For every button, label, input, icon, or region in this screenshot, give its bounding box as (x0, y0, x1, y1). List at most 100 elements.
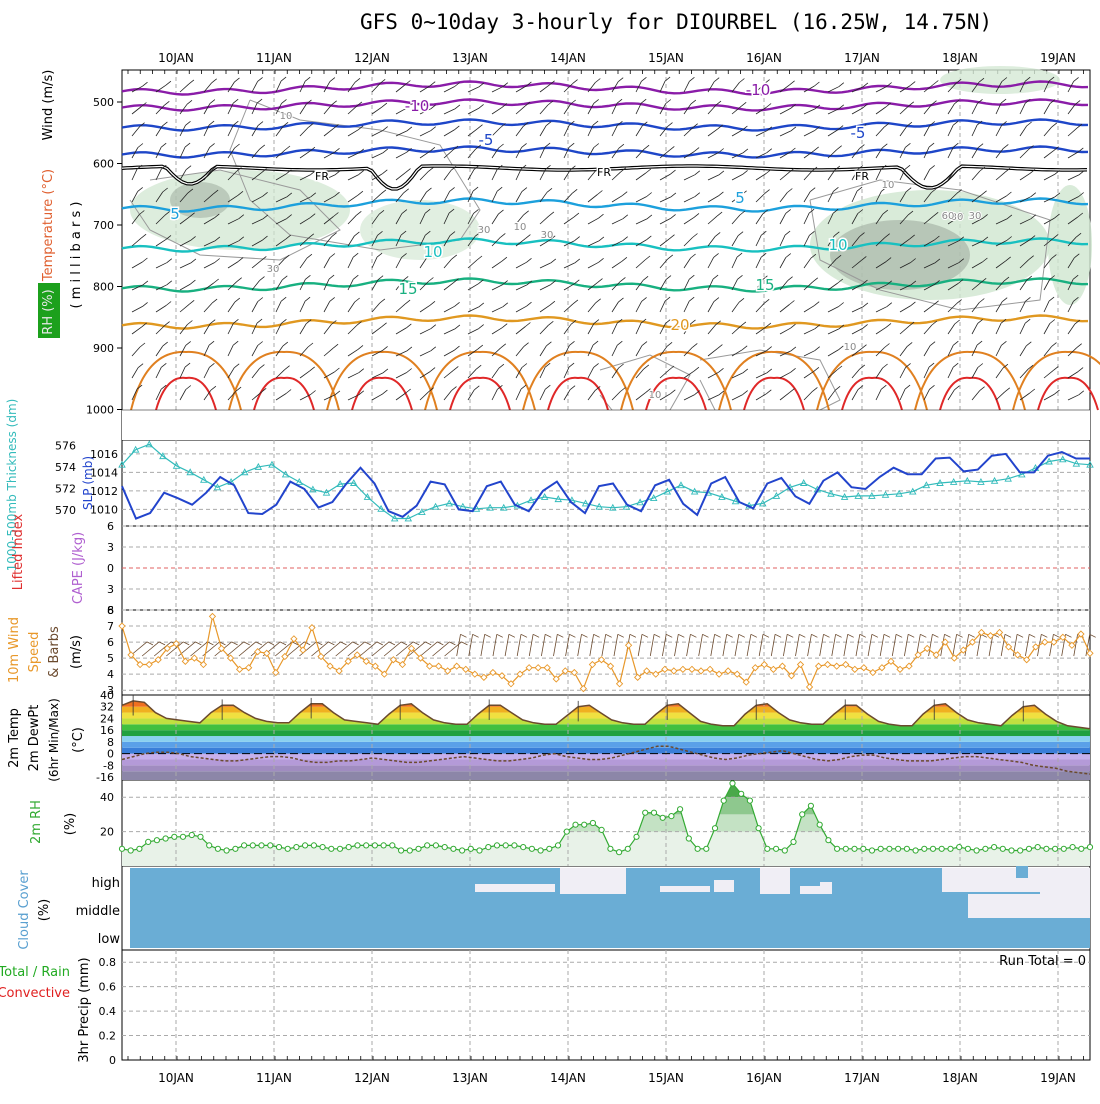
wind-barb (371, 83, 381, 93)
wind-barb (334, 191, 340, 197)
date-label-bottom: 13JAN (452, 1071, 488, 1085)
wind-barb (546, 341, 552, 347)
thickness-point (922, 481, 931, 489)
wind-barb (641, 341, 648, 346)
rh-point (956, 844, 963, 851)
wind-barb (1006, 214, 1013, 220)
wind-barb (934, 258, 941, 264)
wind-barb (803, 281, 814, 291)
thickness-point (295, 477, 303, 485)
wind-barb (371, 641, 390, 657)
wind-barb (443, 370, 454, 379)
temperature-contour-line (155, 376, 217, 411)
wind-barb (899, 346, 908, 357)
wind-barb (947, 345, 954, 357)
rh-area-fill (122, 783, 1090, 866)
wind-barb (492, 634, 498, 657)
wind-barb (419, 108, 431, 115)
wind-barb (259, 144, 266, 150)
wind-speed-point (208, 612, 217, 621)
wind-barb (227, 345, 234, 357)
wind-barb (879, 634, 885, 657)
temperature-contour-line (1012, 350, 1100, 411)
thickness-point (499, 503, 508, 511)
y-tick-label: 40 (100, 689, 114, 702)
wind-barb (692, 343, 698, 348)
thickness-point (322, 488, 331, 496)
wind-barb (740, 321, 747, 327)
wind-barb (131, 306, 143, 313)
wind-barb (281, 99, 287, 104)
wind-speed-point (489, 668, 497, 677)
wind-barb (563, 147, 570, 159)
thickness-point (527, 496, 535, 504)
wind-barb (227, 240, 239, 247)
wind-barb (779, 151, 791, 159)
wind-barb (659, 393, 671, 401)
wind-barb (707, 257, 714, 269)
wind-barb (371, 214, 380, 225)
wind-barb (1004, 387, 1011, 393)
wind-barb (971, 261, 983, 269)
wind-barb (739, 210, 746, 216)
wind-barb (803, 150, 814, 159)
wind-barb (683, 394, 695, 401)
date-label-bottom: 17JAN (844, 1071, 880, 1085)
wind-barb (419, 391, 429, 401)
wind-barb (1043, 126, 1053, 137)
wind-barb (401, 209, 408, 214)
wind-barb (718, 170, 725, 176)
wind-barb (473, 165, 480, 170)
rh-point (197, 833, 204, 840)
wind-barb (803, 130, 815, 137)
wind-barb (214, 258, 220, 263)
wind-barb (1089, 633, 1096, 638)
wind-barb (884, 233, 890, 239)
wind-barb (347, 279, 354, 291)
thickness-point (268, 460, 276, 468)
wind-barb (862, 302, 869, 308)
wind-barb (718, 148, 724, 153)
rh-point (1017, 847, 1024, 854)
wind-barb (563, 283, 575, 291)
date-label-bottom: 10JAN (158, 1071, 194, 1085)
rh-point (145, 838, 152, 846)
wind-barb (420, 641, 438, 657)
wind-barb (1019, 125, 1027, 137)
cloud-cover-cell (598, 880, 626, 894)
wind-barb (971, 81, 980, 93)
wind-speed-point (190, 654, 199, 662)
wind-barb (646, 214, 653, 220)
wind-barb (659, 150, 670, 159)
thickness-point (186, 468, 194, 476)
wind-barb (1075, 232, 1082, 238)
wind-barb (611, 345, 618, 357)
wind-barb (256, 98, 263, 104)
rh-point (703, 845, 710, 852)
wind-speed-point (543, 664, 551, 672)
temperature-contour-line (121, 118, 1089, 132)
wind-barb (1003, 276, 1010, 282)
wind-barb (613, 634, 619, 657)
wind-barb (328, 274, 335, 280)
wind-barb (419, 213, 426, 225)
wind-barb (332, 343, 339, 349)
wind-barb (443, 328, 456, 335)
wind-speed-point (181, 657, 189, 665)
wind-barb (670, 389, 676, 395)
wind-barb (213, 278, 219, 284)
wind-barb (664, 296, 671, 302)
wind-barb (617, 340, 623, 346)
y-tick-label: 600 (93, 158, 114, 171)
wind-barb (474, 385, 480, 391)
wind-speed-point (371, 662, 379, 670)
wind-barb (400, 230, 407, 236)
wind-barb (789, 80, 795, 86)
wind-barb (257, 341, 263, 346)
wind-barb (837, 125, 844, 130)
temperature-contour-line (326, 350, 438, 411)
wind-barb (875, 106, 887, 115)
wind-barb (779, 392, 790, 401)
wind-barb (779, 108, 791, 115)
wind-barb (932, 633, 939, 638)
